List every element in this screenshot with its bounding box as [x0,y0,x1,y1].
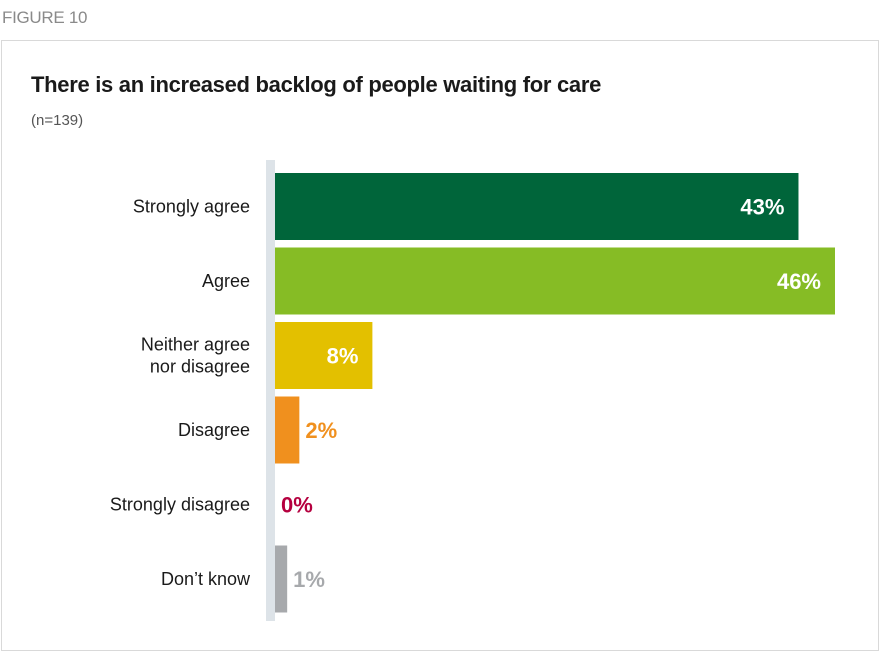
bar-5 [275,545,288,613]
bar-1 [275,247,835,315]
bar-3 [275,396,300,464]
category-label-4: Strongly disagree [110,495,250,515]
chart-title: There is an increased backlog of people … [31,72,602,97]
category-label-5: Don’t know [161,569,251,589]
chart-subtitle: (n=139) [31,112,84,129]
category-label-2: Neither agree nor disagree [141,335,250,377]
category-label-3: Disagree [178,420,250,440]
category-label-1: Agree [202,271,250,291]
chart-panel [1,40,879,651]
value-label-1: 46% [777,269,821,294]
category-label-0: Strongly agree [133,197,250,217]
value-label-2: 8% [327,344,359,369]
bar-0 [275,173,799,240]
value-label-3: 2% [305,418,337,443]
category-labels-group: Strongly agree Agree Neither agree nor disa… [110,197,251,590]
value-label-0: 43% [740,195,784,220]
value-label-4: 0% [281,493,313,518]
bars-group [275,173,835,613]
bar-2 [275,322,373,389]
category-axis-band [266,160,275,621]
value-label-5: 1% [293,567,325,592]
value-labels-group: 43% 46% 8% 2% 0% 1% [281,195,821,593]
figure-label: FIGURE 10 [2,8,88,27]
